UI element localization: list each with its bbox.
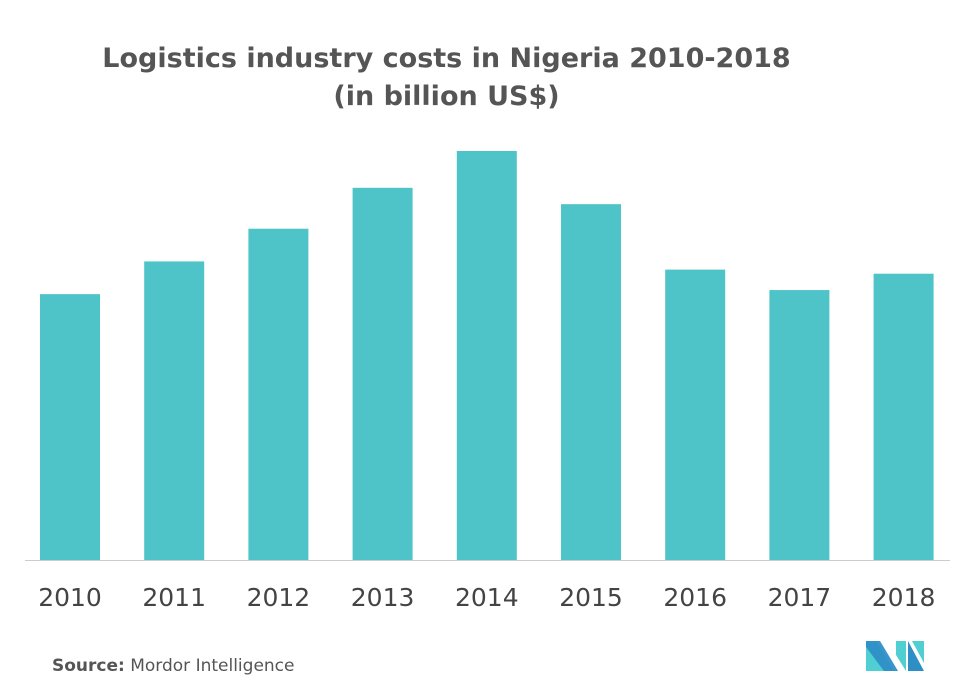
bar-2011 [144, 261, 205, 560]
title-text: Logistics industry costs in Nigeria 2010… [102, 43, 791, 74]
source-label: Source: [52, 656, 125, 676]
bar-2010 [40, 294, 100, 560]
source-text: Mordor Intelligence [130, 656, 295, 676]
bar-2014 [456, 151, 517, 560]
bar-2012 [248, 228, 309, 560]
x-tick-label: 2013 [351, 583, 415, 612]
source-note: Source: Mordor Intelligence [52, 656, 295, 676]
x-tick-label: 2018 [872, 583, 936, 612]
x-tick-label: 2010 [38, 583, 102, 612]
chart-title: Logistics industry costs in Nigeria 2010… [0, 40, 893, 116]
x-tick-label: 2017 [768, 583, 832, 612]
bar-2016 [665, 269, 726, 560]
x-tick-label: 2012 [247, 583, 311, 612]
bar-2018 [873, 273, 934, 560]
bar-2013 [352, 187, 413, 560]
mordor-logo [866, 641, 924, 671]
x-tick-label: 2011 [142, 583, 206, 612]
bar-2015 [561, 204, 621, 561]
x-tick-label: 2016 [663, 583, 727, 612]
x-tick-label: 2014 [455, 583, 519, 612]
x-tick-label: 2015 [559, 583, 623, 612]
bar-2017 [769, 290, 830, 560]
bar-chart: 2010 2011 2012 2013 2014 2015 2016 2017 2018 [25, 151, 950, 612]
subtitle-text: (in billion US$) [333, 81, 560, 112]
